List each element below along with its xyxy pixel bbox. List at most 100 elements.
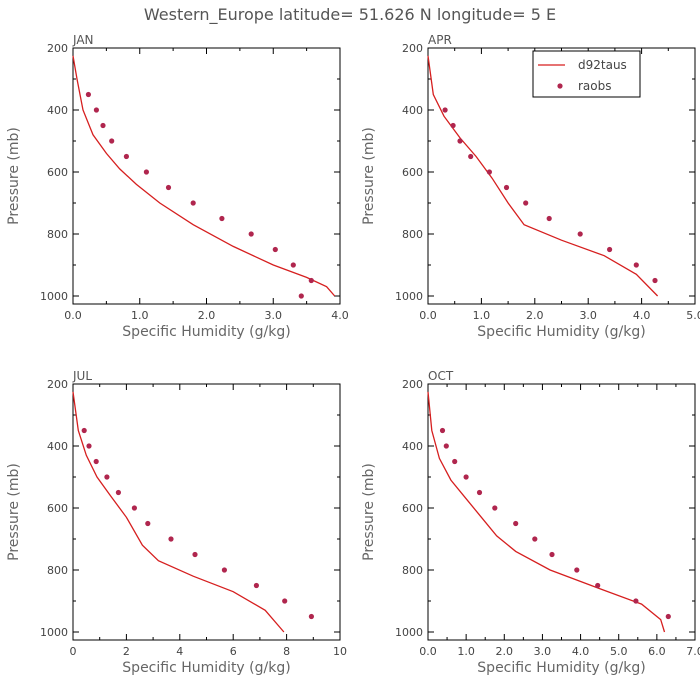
panel-label: JUL	[72, 369, 92, 383]
data-point-raobs	[574, 567, 580, 573]
x-axis-label: Specific Humidity (g/kg)	[477, 660, 645, 676]
data-point-raobs	[219, 215, 225, 222]
data-point-raobs	[165, 184, 172, 191]
y-tick-label: 400	[47, 104, 68, 117]
data-point-raobs	[443, 443, 449, 449]
data-point-raobs	[442, 107, 448, 113]
data-point-raobs	[143, 169, 149, 175]
data-point-raobs	[546, 215, 552, 222]
panel-jan: JAN 200 400 600 800 1000 0.0 1.0 2.0 3.0 4.0 Specif…	[6, 33, 349, 340]
y-axis-label: Pressure (mb)	[6, 127, 22, 225]
data-point-raobs	[93, 458, 99, 465]
series-line-d92taus	[427, 391, 666, 633]
x-tick-label: 10	[333, 645, 347, 658]
x-tick-label: 7.0	[686, 645, 700, 658]
data-point-raobs	[549, 551, 555, 558]
panel-label: APR	[428, 33, 452, 47]
y-axis-label: Pressure (mb)	[361, 463, 377, 561]
data-point-raobs	[463, 474, 469, 480]
plot-frame	[72, 47, 341, 305]
y-tick-label: 200	[47, 378, 68, 391]
x-tick-label: 3.0	[579, 309, 597, 322]
x-tick-label: 0.0	[64, 309, 82, 322]
y-tick-label: 1000	[40, 290, 68, 303]
data-point-raobs	[513, 520, 519, 527]
data-point-raobs	[450, 122, 456, 129]
series-line-d92taus	[72, 391, 285, 633]
data-point-raobs	[192, 551, 198, 558]
x-tick-label: 3.0	[265, 309, 283, 322]
y-tick-label: 200	[402, 378, 423, 391]
legend-label: d92taus	[578, 58, 627, 72]
x-tick-label: 2.0	[496, 645, 514, 658]
plot-frame	[427, 383, 696, 641]
y-tick-label: 400	[402, 104, 423, 117]
data-point-raobs	[595, 582, 601, 589]
data-point-raobs	[145, 520, 151, 527]
series-line-d92taus	[72, 55, 336, 297]
x-axis-label: Specific Humidity (g/kg)	[122, 660, 290, 676]
x-tick-label: 3.0	[534, 645, 552, 658]
data-point-raobs	[476, 489, 483, 496]
data-point-raobs	[468, 153, 474, 160]
y-tick-label: 800	[47, 564, 68, 577]
x-tick-label: 1.0	[457, 645, 475, 658]
x-tick-label: 5.0	[610, 645, 628, 658]
data-point-raobs	[298, 293, 304, 299]
x-axis-label: Specific Humidity (g/kg)	[122, 324, 290, 340]
data-point-raobs	[248, 231, 254, 237]
data-point-raobs	[577, 231, 583, 237]
y-tick-label: 1000	[395, 626, 423, 639]
legend-label: raobs	[578, 79, 612, 93]
data-point-raobs	[607, 246, 613, 253]
x-tick-label: 6.0	[648, 645, 666, 658]
data-point-raobs	[282, 598, 288, 604]
y-tick-label: 1000	[40, 626, 68, 639]
data-point-raobs	[532, 536, 538, 542]
data-point-raobs	[665, 613, 671, 620]
y-axis-label: Pressure (mb)	[361, 127, 377, 225]
data-point-raobs	[81, 427, 87, 434]
x-tick-label: 2.0	[198, 309, 216, 322]
y-tick-label: 400	[47, 440, 68, 453]
y-axis-label: Pressure (mb)	[6, 463, 22, 561]
y-tick-label: 800	[402, 228, 423, 241]
data-point-raobs	[486, 169, 492, 175]
data-point-raobs	[633, 262, 639, 268]
x-tick-label: 0	[70, 645, 77, 658]
figure-title: Western_Europe latitude= 51.626 N longit…	[144, 5, 556, 25]
data-point-raobs	[253, 582, 259, 589]
y-tick-label: 200	[402, 42, 423, 55]
data-point-raobs	[86, 443, 92, 449]
legend: d92taus raobs	[532, 50, 641, 98]
x-tick-label: 2	[123, 645, 130, 658]
data-point-raobs	[221, 567, 227, 573]
y-tick-label: 600	[47, 502, 68, 515]
x-tick-label: 4.0	[633, 309, 651, 322]
data-point-raobs	[168, 536, 174, 542]
data-point-raobs	[308, 613, 314, 620]
data-point-raobs	[123, 153, 129, 160]
y-tick-label: 600	[402, 166, 423, 179]
data-point-raobs	[115, 489, 121, 496]
y-tick-label: 600	[402, 502, 423, 515]
panel-oct: OCT 200 400 600 800 1000 0.0 1.0 2.0 3.0 4.0 5.0 6.0…	[361, 369, 700, 676]
x-tick-label: 0.0	[419, 645, 437, 658]
x-tick-label: 8	[283, 645, 290, 658]
data-point-raobs	[457, 138, 463, 144]
x-tick-label: 5.0	[686, 309, 700, 322]
plot-frame	[72, 383, 341, 641]
x-tick-label: 1.0	[131, 309, 149, 322]
series-line-d92taus	[427, 55, 659, 297]
legend-marker-swatch	[557, 83, 563, 89]
data-point-raobs	[523, 200, 529, 206]
panel-label: OCT	[428, 369, 454, 383]
panel-label: JAN	[72, 33, 94, 47]
x-tick-label: 4	[176, 645, 183, 658]
y-tick-label: 400	[402, 440, 423, 453]
data-point-raobs	[109, 138, 115, 144]
data-point-raobs	[439, 427, 446, 434]
data-point-raobs	[503, 184, 510, 191]
panel-apr: APR 200 400 600 800 1000 0.0 1.0 2.0 3.0 4.0 5.0 Spe…	[361, 33, 700, 340]
